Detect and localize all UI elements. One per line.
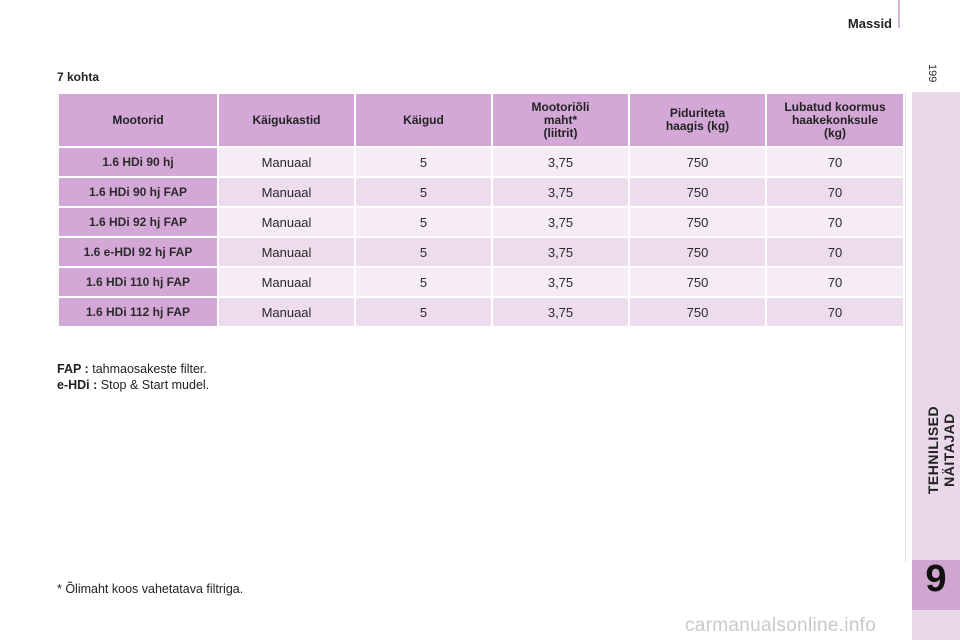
engine-cell: 1.6 HDi 90 hj FAP: [57, 176, 219, 208]
column-header: Käigukastid: [217, 92, 356, 148]
table-row: 1.6 HDi 112 hj FAP Manuaal 5 3,75 750 70: [57, 296, 905, 328]
section-title: 7 kohta: [57, 70, 100, 84]
value-cell: Manuaal: [217, 206, 356, 238]
table-row: 1.6 HDi 92 hj FAP Manuaal 5 3,75 750 70: [57, 206, 905, 238]
chapter-side-band: [912, 92, 960, 640]
column-header: Mootorid: [57, 92, 219, 148]
table-header-row: Mootorid Käigukastid Käigud Mootoriõli maht*…: [57, 92, 905, 148]
footnote: * Õlimaht koos vahetatava filtriga.: [57, 582, 244, 596]
value-cell: 70: [765, 176, 905, 208]
column-header: Piduriteta haagis (kg): [628, 92, 767, 148]
value-cell: 3,75: [491, 176, 630, 208]
value-cell: 70: [765, 296, 905, 328]
value-cell: 5: [354, 206, 493, 238]
value-cell: 5: [354, 146, 493, 178]
table-row: 1.6 e-HDI 92 hj FAP Manuaal 5 3,75 750 70: [57, 236, 905, 268]
note-term: FAP :: [57, 362, 89, 376]
value-cell: 3,75: [491, 296, 630, 328]
value-cell: 750: [628, 146, 767, 178]
note-term: e-HDi :: [57, 378, 98, 392]
value-cell: 750: [628, 266, 767, 298]
table-row: 1.6 HDi 90 hj Manuaal 5 3,75 750 70: [57, 146, 905, 178]
column-header: Käigud: [354, 92, 493, 148]
value-cell: 750: [628, 176, 767, 208]
value-cell: Manuaal: [217, 236, 356, 268]
value-cell: 750: [628, 296, 767, 328]
value-cell: Manuaal: [217, 266, 356, 298]
column-header: Mootoriõli maht* (liitrit): [491, 92, 630, 148]
value-cell: Manuaal: [217, 176, 356, 208]
value-cell: Manuaal: [217, 146, 356, 178]
value-cell: Manuaal: [217, 296, 356, 328]
engine-cell: 1.6 e-HDI 92 hj FAP: [57, 236, 219, 268]
page-header-title: Massid: [847, 16, 892, 31]
value-cell: 70: [765, 266, 905, 298]
value-cell: 3,75: [491, 146, 630, 178]
abbreviation-notes: FAP : tahmaosakeste filter. e-HDi : Stop…: [57, 361, 209, 393]
note-fap: FAP : tahmaosakeste filter.: [57, 361, 209, 377]
table-row: 1.6 HDi 110 hj FAP Manuaal 5 3,75 750 70: [57, 266, 905, 298]
value-cell: 70: [765, 206, 905, 238]
value-cell: 70: [765, 236, 905, 268]
value-cell: 5: [354, 236, 493, 268]
table-row: 1.6 HDi 90 hj FAP Manuaal 5 3,75 750 70: [57, 176, 905, 208]
page-number: 199: [926, 64, 938, 83]
column-header: Lubatud koormus haakekonksule (kg): [765, 92, 905, 148]
chapter-number-box: [912, 560, 960, 610]
header-rule: [898, 0, 900, 28]
value-cell: 3,75: [491, 266, 630, 298]
note-ehdi: e-HDi : Stop & Start mudel.: [57, 377, 209, 393]
chapter-number: 9: [925, 558, 947, 600]
value-cell: 5: [354, 296, 493, 328]
value-cell: 3,75: [491, 206, 630, 238]
value-cell: 3,75: [491, 236, 630, 268]
value-cell: 70: [765, 146, 905, 178]
engine-cell: 1.6 HDi 110 hj FAP: [57, 266, 219, 298]
table-body: 1.6 HDi 90 hj Manuaal 5 3,75 750 70 1.6 HDi 90…: [57, 146, 905, 328]
watermark: carmanualsonline.info: [685, 615, 877, 636]
value-cell: 750: [628, 206, 767, 238]
engine-cell: 1.6 HDi 90 hj: [57, 146, 219, 178]
value-cell: 750: [628, 236, 767, 268]
note-text: tahmaosakeste filter.: [92, 362, 207, 376]
value-cell: 5: [354, 266, 493, 298]
note-text: Stop & Start mudel.: [100, 378, 210, 392]
side-divider: [905, 92, 906, 562]
engine-cell: 1.6 HDi 92 hj FAP: [57, 206, 219, 238]
weights-table: Mootorid Käigukastid Käigud Mootoriõli maht*…: [57, 92, 905, 328]
engine-cell: 1.6 HDi 112 hj FAP: [57, 296, 219, 328]
value-cell: 5: [354, 176, 493, 208]
chapter-label: TEHNILISED NÄITAJAD: [925, 405, 957, 495]
